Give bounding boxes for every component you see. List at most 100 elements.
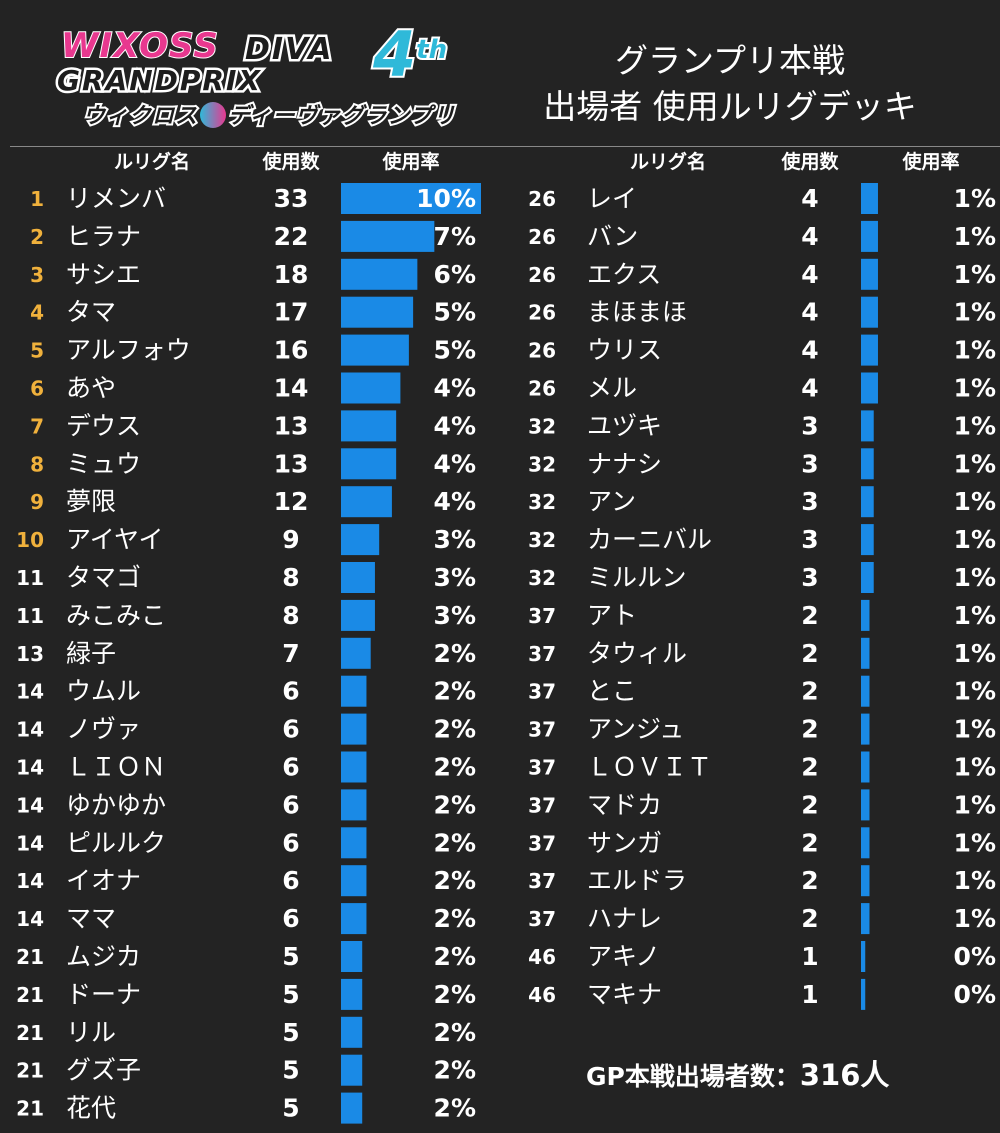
usage-count: 3 bbox=[801, 525, 818, 554]
lrig-name: エクス bbox=[587, 260, 661, 289]
rank-label: 14 bbox=[16, 793, 44, 817]
rank-label: 21 bbox=[16, 983, 44, 1007]
usage-count: 5 bbox=[282, 1094, 299, 1123]
usage-rate: 1% bbox=[954, 336, 996, 365]
usage-bar bbox=[341, 713, 367, 745]
usage-count: 5 bbox=[282, 942, 299, 971]
lrig-name: ヒラナ bbox=[66, 222, 141, 251]
header-divider bbox=[10, 146, 1000, 147]
usage-rate: 1% bbox=[954, 639, 996, 668]
rank-label: 26 bbox=[528, 263, 556, 287]
usage-count: 6 bbox=[282, 866, 299, 895]
rank-label: 32 bbox=[528, 566, 556, 590]
rank-label: 4 bbox=[30, 301, 44, 325]
usage-bar bbox=[861, 941, 866, 972]
usage-rate: 1% bbox=[954, 374, 996, 403]
usage-rate: 1% bbox=[954, 449, 996, 478]
lrig-name: ハナレ bbox=[587, 904, 662, 933]
lrig-name: リメンバ bbox=[66, 184, 166, 213]
lrig-name: とこ bbox=[587, 677, 637, 706]
usage-count: 18 bbox=[274, 260, 309, 289]
usage-count: 3 bbox=[801, 563, 818, 592]
usage-count: 5 bbox=[282, 980, 299, 1009]
usage-bar bbox=[341, 448, 397, 480]
rank-label: 11 bbox=[16, 566, 44, 590]
usage-count: 4 bbox=[801, 260, 818, 289]
usage-count: 2 bbox=[801, 790, 818, 819]
lrig-name: ユヅキ bbox=[587, 411, 662, 440]
usage-bar bbox=[341, 486, 392, 518]
rank-label: 7 bbox=[30, 414, 44, 438]
usage-count: 4 bbox=[801, 298, 818, 327]
lrig-name: グズ子 bbox=[66, 1056, 141, 1085]
logo-diva-text: DIVA bbox=[242, 30, 334, 70]
logo-subtitle: ウィクロス ディーヴァグランプリ bbox=[81, 98, 457, 131]
usage-rate: 2% bbox=[434, 1094, 476, 1123]
rank-label: 32 bbox=[528, 414, 556, 438]
lrig-name: ＬＩＯＮ bbox=[66, 753, 166, 782]
rank-label: 14 bbox=[16, 756, 44, 780]
usage-rate: 5% bbox=[434, 298, 476, 327]
lrig-name: サシエ bbox=[66, 260, 141, 289]
logo-grandprix-text: GRANDPRIX bbox=[55, 62, 263, 100]
usage-rate: 2% bbox=[434, 828, 476, 857]
usage-rate: 1% bbox=[954, 828, 996, 857]
usage-bar bbox=[341, 941, 363, 972]
usage-rate: 1% bbox=[954, 790, 996, 819]
usage-bar bbox=[861, 865, 870, 897]
lrig-name: ピルルク bbox=[66, 828, 166, 857]
usage-count: 33 bbox=[274, 184, 309, 213]
usage-bar bbox=[341, 903, 367, 935]
rank-label: 37 bbox=[528, 793, 556, 817]
usage-rate: 1% bbox=[954, 184, 996, 213]
rank-label: 13 bbox=[16, 642, 44, 666]
rank-label: 10 bbox=[16, 528, 44, 552]
rank-label: 11 bbox=[16, 604, 44, 628]
rank-label: 8 bbox=[30, 452, 44, 476]
logo-subtitle-left: ウィクロス bbox=[81, 102, 199, 131]
rank-label: 37 bbox=[528, 869, 556, 893]
usage-count: 2 bbox=[801, 753, 818, 782]
usage-rate: 4% bbox=[434, 449, 476, 478]
rank-label: 21 bbox=[16, 1021, 44, 1045]
rank-label: 37 bbox=[528, 604, 556, 628]
lrig-name: アイヤイ bbox=[66, 525, 164, 554]
usage-bar bbox=[861, 448, 874, 480]
usage-bar bbox=[341, 1054, 363, 1086]
usage-bar bbox=[861, 524, 874, 556]
usage-bar bbox=[341, 372, 401, 404]
usage-count: 4 bbox=[801, 184, 818, 213]
usage-rate: 3% bbox=[434, 563, 476, 592]
usage-count: 1 bbox=[801, 980, 818, 1009]
rank-label: 37 bbox=[528, 907, 556, 931]
usage-bar bbox=[341, 751, 367, 783]
lrig-name: サンガ bbox=[587, 828, 662, 857]
usage-count: 6 bbox=[282, 715, 299, 744]
lrig-name: ウムル bbox=[66, 677, 141, 706]
lrig-name: ミルルン bbox=[587, 563, 687, 592]
lrig-name: マキナ bbox=[587, 980, 662, 1009]
participant-total-value: 316人 bbox=[799, 1058, 890, 1092]
logo-edition: 4th bbox=[371, 16, 449, 93]
usage-bar bbox=[861, 562, 874, 593]
usage-rate: 2% bbox=[434, 715, 476, 744]
lrig-name: メル bbox=[587, 374, 637, 403]
rank-label: 21 bbox=[16, 945, 44, 969]
participant-total-label: GP本戦出場者数： bbox=[586, 1062, 800, 1091]
usage-rate: 5% bbox=[434, 336, 476, 365]
rank-label: 32 bbox=[528, 490, 556, 514]
usage-rate: 0% bbox=[954, 942, 996, 971]
logo-wixoss-text: WIXOSS bbox=[60, 25, 219, 67]
usage-bar bbox=[861, 599, 870, 631]
usage-bar bbox=[861, 410, 874, 442]
usage-bar bbox=[861, 827, 870, 859]
participant-total: GP本戦出場者数：316人 bbox=[586, 1052, 889, 1094]
lrig-name: ムジカ bbox=[66, 942, 141, 971]
rank-label: 37 bbox=[528, 642, 556, 666]
lrig-name: タウィル bbox=[587, 639, 687, 668]
lrig-name: ウリス bbox=[587, 336, 662, 365]
rank-label: 37 bbox=[528, 831, 556, 855]
rank-label: 6 bbox=[30, 377, 44, 401]
lrig-name: リル bbox=[66, 1018, 116, 1047]
usage-count: 2 bbox=[801, 866, 818, 895]
